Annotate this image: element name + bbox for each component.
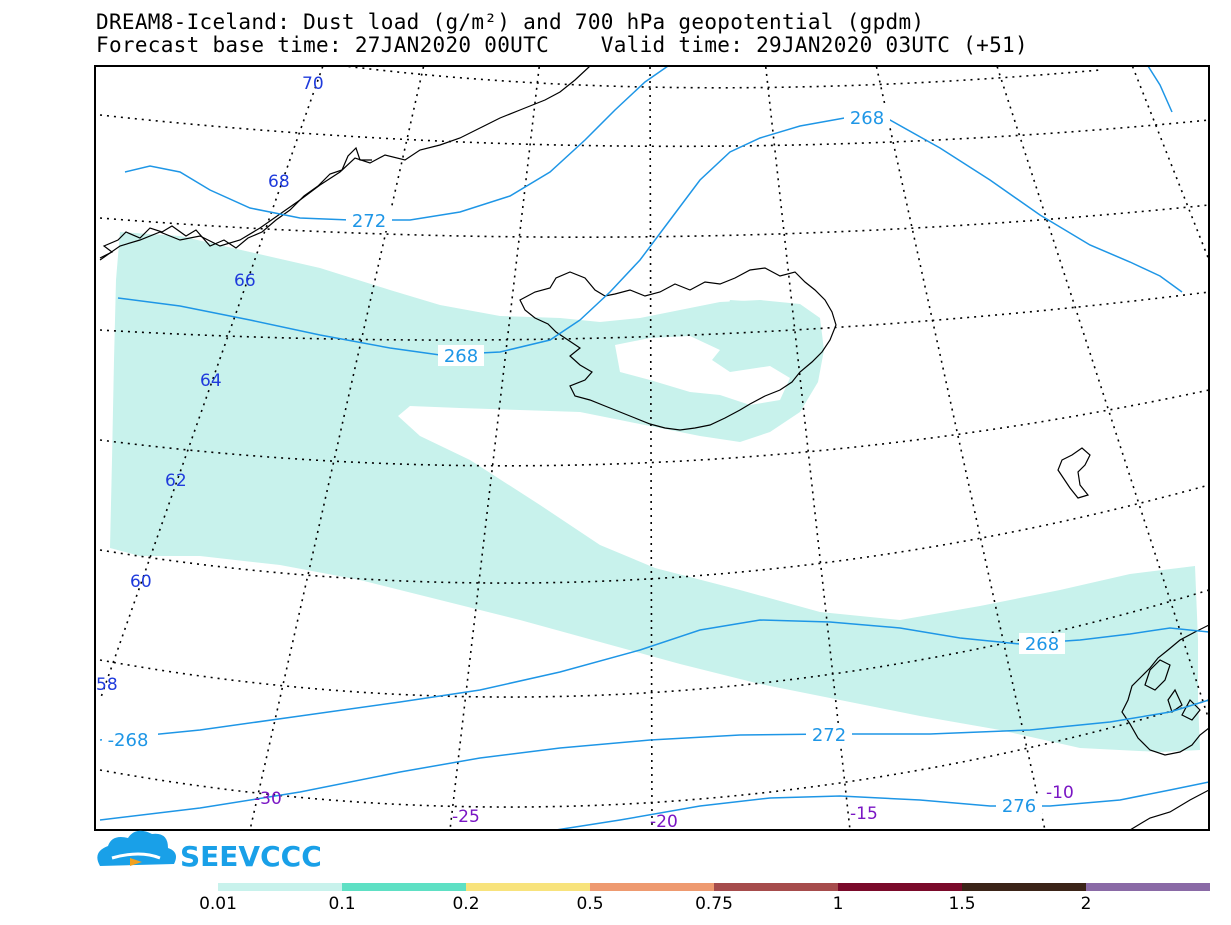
cloud-icon [97,830,176,866]
lat-label: 64 [200,371,222,391]
lon-label: -15 [850,804,878,824]
contour-label-backgrounds [102,107,1065,816]
legend-label: 0.2 [452,894,479,914]
legend-swatch [714,883,838,891]
lat-label: 60 [130,572,152,592]
contour-label: 268 [850,108,884,129]
geopotential-contours [99,66,1209,830]
lon-label: -20 [650,812,678,832]
lon-label: -10 [1046,783,1074,803]
legend-swatch [218,883,342,891]
map-subtitle: Forecast base time: 27JAN2020 00UTC Vali… [96,33,1028,57]
lon-label: -30 [254,789,282,809]
contour-268-mid [99,619,1209,741]
contour-268-north [579,116,1183,321]
contour-268-west [117,297,581,356]
lat-label: 70 [302,74,324,94]
legend-labels: 0.01 0.1 0.2 0.5 0.75 1 1.5 2 [199,894,1091,914]
legend-label: 1.5 [948,894,975,914]
scotland-coast [1129,789,1209,830]
greenland-coast [99,66,591,261]
contour-276-south [555,781,1209,830]
contour-272-north [124,66,669,221]
legend-label: 2 [1081,894,1092,914]
lat-label: 62 [165,471,187,491]
legend-label: 1 [833,894,844,914]
legend-swatch [342,883,466,891]
coastlines [99,66,1209,830]
contour-label: 272 [352,211,386,232]
lat-label: 58 [96,675,118,695]
faroe-islands [1057,447,1091,499]
greenland-coast-detail [99,146,372,259]
legend-swatch [1086,883,1210,891]
legend-swatch [590,883,714,891]
seevccc-logo: SEEVCCC [97,830,322,873]
contour-label: 268 [444,346,478,367]
map-title: DREAM8-Iceland: Dust load (g/m²) and 700… [96,10,925,34]
dust-gap-iceland [615,336,790,405]
contour-272-south [99,699,1209,821]
dust-region-main [110,232,1200,752]
contour-topright [1147,66,1173,113]
norway-coast [1121,624,1209,756]
contour-label: 268 [1025,634,1059,655]
lon-label: -25 [452,807,480,827]
iceland-coast [519,267,837,431]
legend-label: 0.01 [199,894,237,914]
lat-label: 68 [268,172,290,192]
longitude-lines [99,66,1209,830]
contour-labels: 268 272 268 268 -268 272 276 [108,108,1060,817]
legend-label: 0.75 [695,894,733,914]
longitude-labels: -30 -25 -20 -15 -10 [254,783,1074,832]
logo-text: SEEVCCC [180,840,322,873]
legend-swatch [838,883,962,891]
legend-swatch [466,883,590,891]
contour-label: -268 [108,730,149,751]
dust-patch-interior [722,300,795,362]
legend-swatch [962,883,1086,891]
legend-label: 0.5 [576,894,603,914]
lat-label: 66 [234,271,256,291]
contour-label: 272 [812,725,846,746]
legend-color-bar [218,883,1210,891]
legend-label: 0.1 [328,894,355,914]
contour-label: 276 [1002,796,1036,817]
map-frame [94,65,1210,831]
latitude-labels: 70 68 66 64 62 60 58 [96,74,324,695]
